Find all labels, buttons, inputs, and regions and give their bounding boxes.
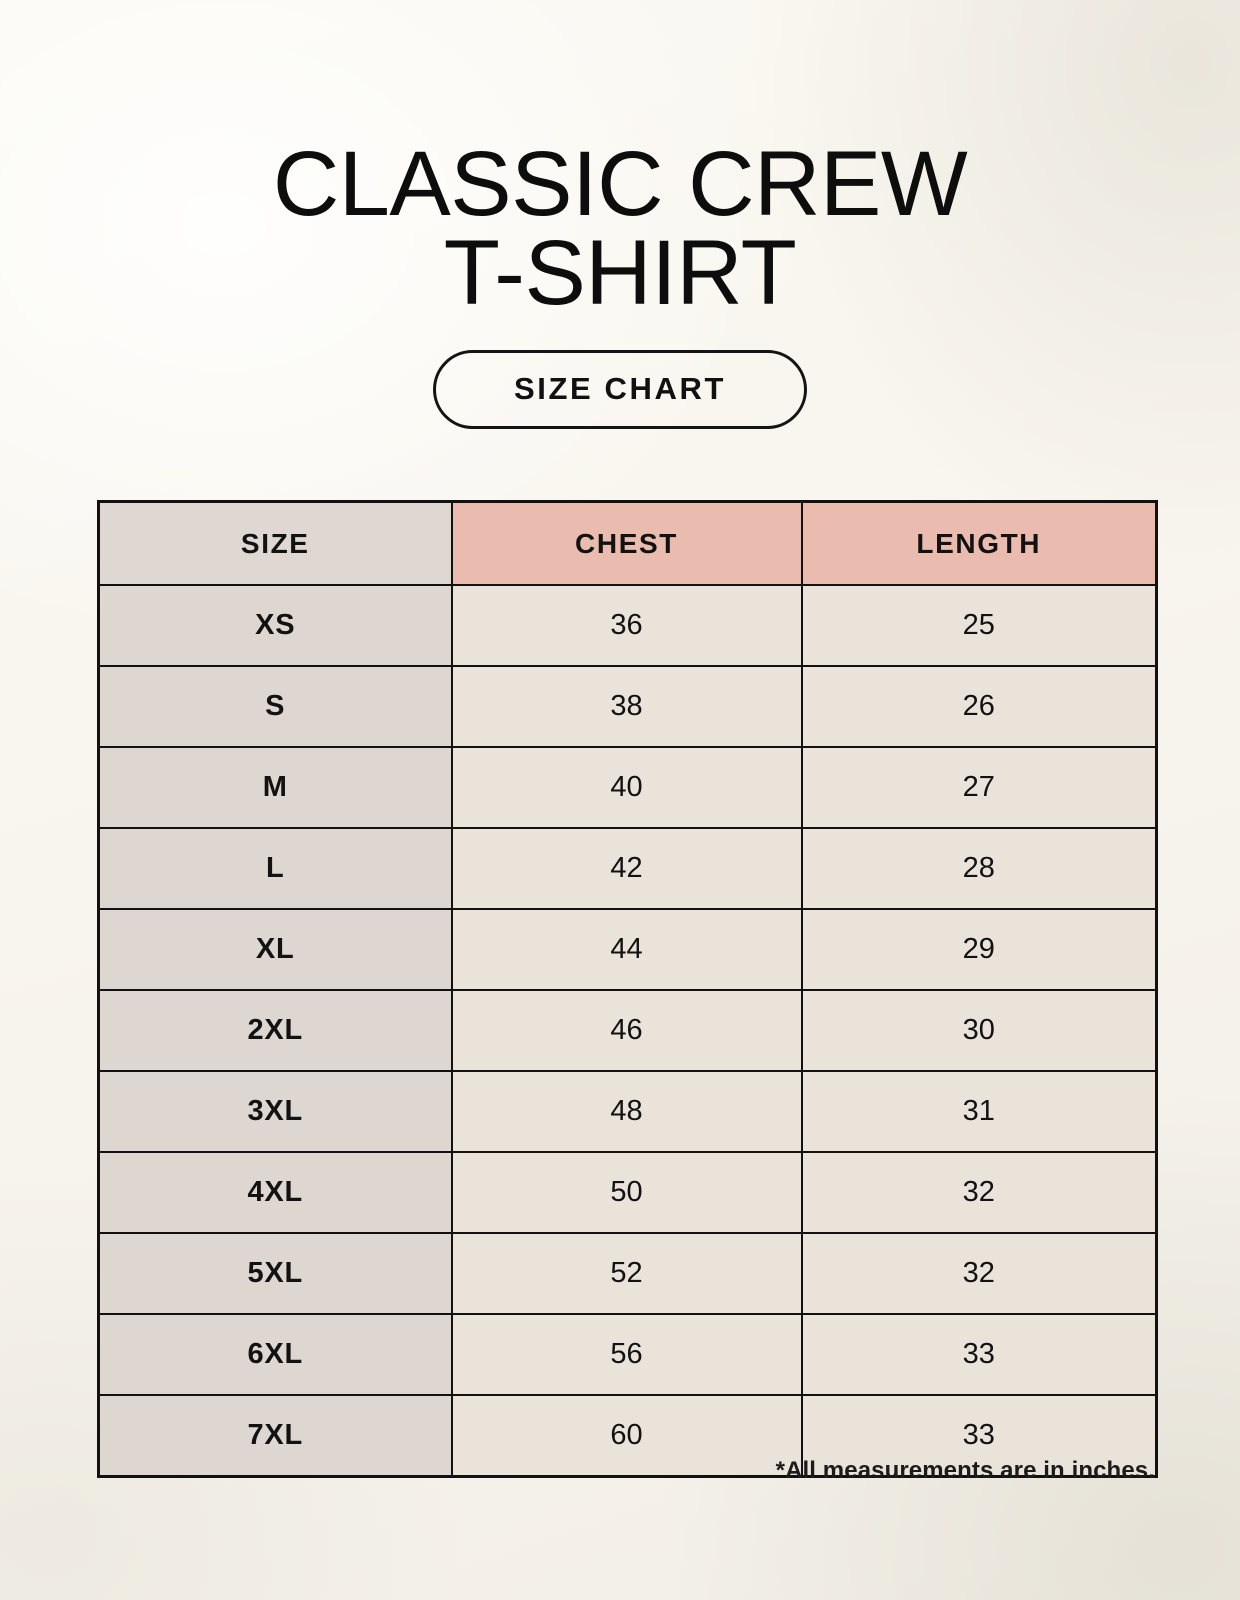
cell-size: 7XL bbox=[97, 1394, 453, 1478]
table-row: 2XL 46 30 bbox=[97, 989, 1158, 1072]
size-chart-badge: SIZE CHART bbox=[433, 350, 807, 429]
cell-length: 33 bbox=[800, 1313, 1158, 1396]
table-row: M 40 27 bbox=[97, 746, 1158, 829]
column-header-chest: CHEST bbox=[450, 500, 803, 586]
cell-size: 6XL bbox=[97, 1313, 453, 1396]
cell-chest: 52 bbox=[450, 1232, 803, 1315]
cell-length: 25 bbox=[800, 584, 1158, 667]
cell-size: 5XL bbox=[97, 1232, 453, 1315]
table-row: 7XL 60 33 bbox=[97, 1394, 1158, 1478]
size-chart-table: SIZE CHEST LENGTH XS 36 25 S 38 26 M 40 27 L 42 28 X… bbox=[97, 500, 1158, 1478]
table-row: XS 36 25 bbox=[97, 584, 1158, 667]
table-row: XL 44 29 bbox=[97, 908, 1158, 991]
badge-container: SIZE CHART bbox=[0, 350, 1240, 429]
cell-chest: 44 bbox=[450, 908, 803, 991]
cell-chest: 40 bbox=[450, 746, 803, 829]
table-header: SIZE CHEST LENGTH bbox=[97, 500, 1158, 586]
cell-length: 32 bbox=[800, 1232, 1158, 1315]
cell-length: 33 bbox=[800, 1394, 1158, 1478]
column-header-length: LENGTH bbox=[800, 500, 1158, 586]
page-title: CLASSIC CREW T-SHIRT bbox=[272, 132, 968, 324]
table-row: L 42 28 bbox=[97, 827, 1158, 910]
cell-size: XL bbox=[97, 908, 453, 991]
cell-chest: 38 bbox=[450, 665, 803, 748]
cell-length: 30 bbox=[800, 989, 1158, 1072]
cell-chest: 50 bbox=[450, 1151, 803, 1234]
cell-size: XS bbox=[97, 584, 453, 667]
cell-chest: 36 bbox=[450, 584, 803, 667]
cell-length: 31 bbox=[800, 1070, 1158, 1153]
cell-size: L bbox=[97, 827, 453, 910]
cell-size: 4XL bbox=[97, 1151, 453, 1234]
cell-chest: 48 bbox=[450, 1070, 803, 1153]
cell-chest: 56 bbox=[450, 1313, 803, 1396]
table-body: XS 36 25 S 38 26 M 40 27 L 42 28 XL 44 29 2XL 46 30 3XL 48 3… bbox=[97, 584, 1158, 1478]
cell-length: 27 bbox=[800, 746, 1158, 829]
cell-size: M bbox=[97, 746, 453, 829]
cell-length: 26 bbox=[800, 665, 1158, 748]
cell-size: 2XL bbox=[97, 989, 453, 1072]
table-row: 6XL 56 33 bbox=[97, 1313, 1158, 1396]
table-row: 4XL 50 32 bbox=[97, 1151, 1158, 1234]
cell-size: 3XL bbox=[97, 1070, 453, 1153]
table-row: 5XL 52 32 bbox=[97, 1232, 1158, 1315]
cell-chest: 42 bbox=[450, 827, 803, 910]
cell-length: 28 bbox=[800, 827, 1158, 910]
column-header-size: SIZE bbox=[97, 500, 453, 586]
measurement-footnote: *All measurements are in inches. bbox=[775, 1457, 1155, 1484]
cell-chest: 60 bbox=[450, 1394, 803, 1478]
cell-chest: 46 bbox=[450, 989, 803, 1072]
table-header-row: SIZE CHEST LENGTH bbox=[97, 500, 1158, 586]
table-row: 3XL 48 31 bbox=[97, 1070, 1158, 1153]
table-row: S 38 26 bbox=[97, 665, 1158, 748]
cell-size: S bbox=[97, 665, 453, 748]
cell-length: 29 bbox=[800, 908, 1158, 991]
cell-length: 32 bbox=[800, 1151, 1158, 1234]
